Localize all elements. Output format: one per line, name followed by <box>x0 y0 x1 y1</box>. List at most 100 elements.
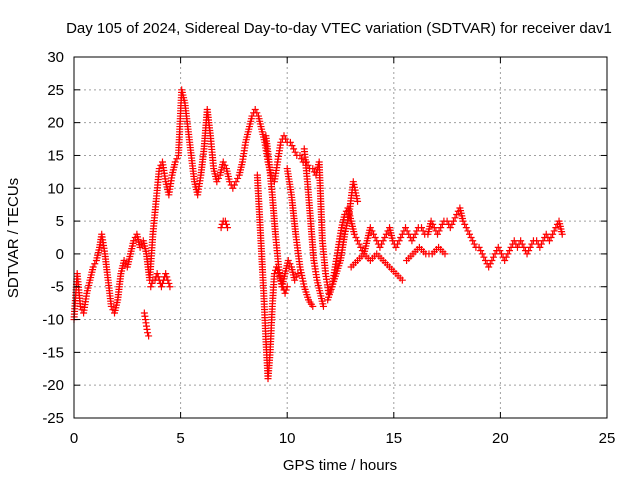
data-point <box>166 283 174 291</box>
data-point <box>552 224 560 232</box>
data-point <box>379 237 387 245</box>
y-tick-label: 25 <box>47 82 64 99</box>
data-point <box>221 161 229 169</box>
y-tick-label: 5 <box>56 213 64 230</box>
data-point <box>545 237 553 245</box>
data-point <box>219 158 227 166</box>
data-point <box>373 237 381 245</box>
data-point <box>253 109 261 117</box>
data-point <box>370 230 378 238</box>
data-point <box>453 211 461 219</box>
data-point <box>91 260 99 268</box>
data-point <box>282 135 290 143</box>
data-point <box>277 138 285 146</box>
data-point <box>286 260 294 268</box>
data-point <box>536 243 544 251</box>
data-point <box>481 256 489 264</box>
data-point <box>437 224 445 232</box>
data-point <box>130 237 138 245</box>
data-point <box>517 237 525 245</box>
data-point <box>230 181 238 189</box>
data-point <box>469 237 477 245</box>
x-tick-label: 5 <box>176 430 184 447</box>
data-point <box>477 247 485 255</box>
y-tick-label: 20 <box>47 115 64 132</box>
y-tick-label: -5 <box>51 279 64 296</box>
data-point <box>470 240 478 248</box>
data-point <box>291 276 299 284</box>
data-point <box>438 220 446 228</box>
data-point <box>461 220 469 228</box>
data-point <box>153 270 161 278</box>
data-point <box>157 283 165 291</box>
data-point <box>165 279 173 287</box>
data-point <box>222 220 230 228</box>
data-point <box>489 253 497 261</box>
data-point <box>136 243 144 251</box>
y-tick-label: 15 <box>47 147 64 164</box>
data-point <box>504 250 512 258</box>
data-point <box>282 286 290 294</box>
data-point <box>398 276 406 284</box>
data-point <box>366 224 374 232</box>
data-point <box>145 332 153 340</box>
y-tick-label: 10 <box>47 180 64 197</box>
data-point <box>441 250 449 258</box>
data-point <box>232 178 240 186</box>
data-point <box>464 227 472 235</box>
data-point <box>395 237 403 245</box>
data-point <box>296 151 304 159</box>
data-point <box>76 302 84 310</box>
data-point <box>394 240 402 248</box>
data-point <box>467 234 475 241</box>
data-point <box>397 234 405 241</box>
data-point <box>163 273 171 281</box>
data-points <box>70 86 566 383</box>
data-point <box>488 256 496 264</box>
data-point <box>248 112 256 120</box>
data-point <box>144 329 152 337</box>
data-point <box>518 240 526 248</box>
data-point <box>368 227 376 235</box>
data-point <box>537 240 545 248</box>
data-point <box>389 237 397 245</box>
data-point <box>459 217 467 225</box>
x-axis-label: GPS time / hours <box>283 457 397 474</box>
data-point <box>354 197 362 205</box>
data-point <box>107 302 115 310</box>
data-point <box>410 234 418 241</box>
data-point <box>435 227 443 235</box>
data-point <box>213 178 221 186</box>
x-tick-label: 0 <box>70 430 78 447</box>
data-point <box>451 214 459 222</box>
x-axis: 0 5 10 15 20 25 <box>70 57 615 447</box>
data-point <box>449 217 457 225</box>
data-point <box>173 155 181 163</box>
data-point <box>392 243 400 251</box>
grid-lines <box>74 57 607 418</box>
data-point <box>319 302 327 310</box>
data-point <box>549 230 557 238</box>
data-point <box>430 224 438 232</box>
data-point <box>507 243 515 251</box>
data-point <box>418 224 426 232</box>
data-point <box>434 230 442 238</box>
data-point <box>291 148 299 156</box>
data-point <box>510 237 518 245</box>
data-point <box>408 237 416 245</box>
data-point <box>496 247 504 255</box>
data-point <box>446 224 454 232</box>
data-point <box>523 250 531 258</box>
y-tick-label: -10 <box>42 312 64 329</box>
data-point <box>286 138 294 146</box>
data-point <box>547 234 555 241</box>
data-point <box>376 243 384 251</box>
data-point <box>162 270 170 278</box>
data-point <box>443 217 451 225</box>
data-point <box>352 234 360 241</box>
data-point <box>288 142 296 150</box>
x-tick-label: 20 <box>492 430 509 447</box>
data-point <box>226 178 234 186</box>
data-point <box>505 247 513 255</box>
data-point <box>413 227 421 235</box>
